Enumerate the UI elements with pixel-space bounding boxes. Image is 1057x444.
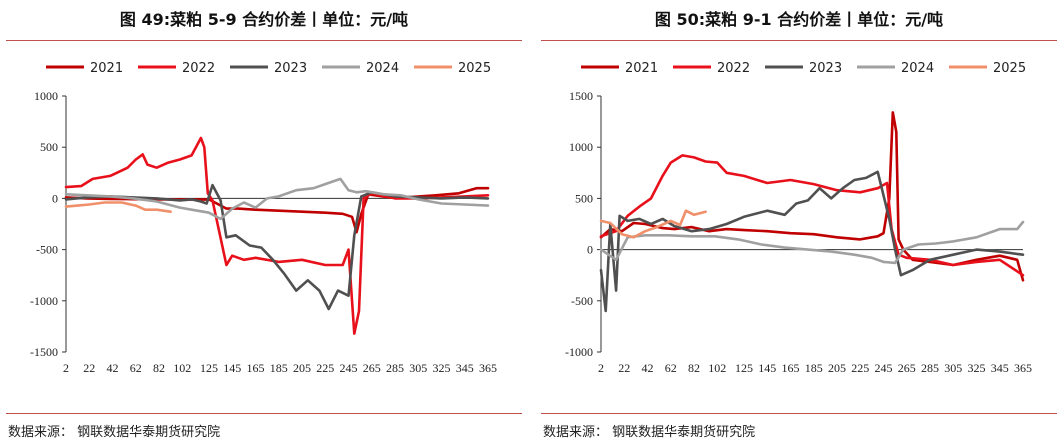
legend-label-2024: 2024 [901, 61, 934, 76]
x-tick-label: 345 [991, 361, 1009, 375]
x-tick-label: 145 [758, 361, 776, 375]
line-chart-9-1: 2021 2022 2023 2024 2025 1500 1000 500 0 -500 -100… [565, 61, 1032, 375]
x-tick-label: 165 [781, 361, 799, 375]
legend-label-2022: 2022 [182, 61, 215, 76]
x-tick-label: 2 [598, 361, 604, 375]
x-tick-label: 225 [851, 361, 869, 375]
series-line-2023 [599, 170, 1025, 313]
x-tick-label: 42 [107, 361, 119, 375]
chart-panel-right: 图 50:菜粕 9-1 合约价差丨单位：元/吨 2021 2022 2023 2024… [541, 0, 1057, 444]
series-line-2024 [599, 220, 1025, 265]
y-tick-label: -500 [36, 243, 58, 257]
chart-title-right: 图 50:菜粕 9-1 合约价差丨单位：元/吨 [654, 10, 944, 29]
x-tick-label: 42 [642, 361, 654, 375]
legend-label-2024: 2024 [366, 61, 399, 76]
x-tick-label: 245 [874, 361, 892, 375]
x-tick-label: 82 [688, 361, 700, 375]
x-tick-label: 62 [130, 361, 142, 375]
line-chart-5-9: 2021 2022 2023 2024 2025 1000 500 0 -500 -1000 -15… [30, 61, 497, 375]
y-tick-label: 1000 [569, 140, 593, 154]
y-tick-label: -1000 [30, 294, 58, 308]
legend: 2021 2022 2023 2024 2025 [46, 61, 491, 76]
y-tick-label: 1000 [34, 89, 58, 103]
series-line-2024 [64, 177, 490, 221]
legend-label-2025: 2025 [993, 61, 1026, 76]
x-tick-label: 62 [665, 361, 677, 375]
legend: 2021 2022 2023 2024 2025 [581, 61, 1026, 76]
x-tick-label: 2 [63, 361, 69, 375]
y-tick-label: -500 [571, 294, 593, 308]
legend-label-2021: 2021 [625, 61, 658, 76]
title-rule-left [6, 40, 522, 41]
series-line-2022 [599, 154, 1025, 277]
legend-label-2022: 2022 [717, 61, 750, 76]
x-tick-label: 102 [173, 361, 191, 375]
x-tick-label: 22 [83, 361, 95, 375]
chart-title-left: 图 49:菜粕 5-9 合约价差丨单位：元/吨 [119, 10, 409, 29]
chart-panel-left: 图 49:菜粕 5-9 合约价差丨单位：元/吨 2021 2022 2023 2024… [6, 0, 522, 444]
x-tick-label: 265 [363, 361, 381, 375]
y-tick-label: -1000 [565, 345, 593, 359]
source-note-left: 数据来源： 钢联数据华泰期货研究院 [8, 425, 221, 440]
x-tick-label: 325 [967, 361, 985, 375]
series-line-2025 [599, 209, 707, 239]
title-rule-right [541, 40, 1057, 41]
source-note-right: 数据来源： 钢联数据华泰期货研究院 [543, 425, 756, 440]
y-tick-label: 1500 [569, 89, 593, 103]
x-tick-label: 145 [223, 361, 241, 375]
x-tick-label: 365 [1014, 361, 1032, 375]
x-tick-label: 125 [200, 361, 218, 375]
x-tick-label: 165 [246, 361, 264, 375]
y-tick-label: 500 [575, 191, 593, 205]
x-tick-label: 365 [479, 361, 497, 375]
legend-label-2023: 2023 [274, 61, 307, 76]
x-tick-label: 185 [805, 361, 823, 375]
x-tick-label: 225 [316, 361, 334, 375]
x-tick-label: 205 [293, 361, 311, 375]
y-tick-label: -1500 [30, 345, 58, 359]
x-tick-label: 305 [409, 361, 427, 375]
x-tick-label: 82 [153, 361, 165, 375]
series-line-2022 [64, 136, 490, 335]
x-tick-label: 205 [828, 361, 846, 375]
x-tick-label: 345 [456, 361, 474, 375]
legend-label-2021: 2021 [90, 61, 123, 76]
series-line-2021 [64, 186, 490, 234]
series-line-2025 [64, 201, 172, 213]
x-tick-label: 22 [618, 361, 630, 375]
x-tick-label: 245 [339, 361, 357, 375]
x-tick-label: 265 [898, 361, 916, 375]
x-tick-label: 305 [944, 361, 962, 375]
x-tick-label: 125 [735, 361, 753, 375]
series-line-2021 [599, 111, 1025, 282]
x-tick-label: 285 [921, 361, 939, 375]
legend-label-2023: 2023 [809, 61, 842, 76]
source-rule-right [541, 413, 1057, 414]
legend-label-2025: 2025 [458, 61, 491, 76]
y-tick-label: 0 [587, 243, 593, 257]
x-tick-label: 325 [432, 361, 450, 375]
y-tick-label: 0 [52, 191, 58, 205]
source-rule-left [6, 413, 522, 414]
y-tick-label: 500 [40, 140, 58, 154]
x-tick-label: 102 [708, 361, 726, 375]
x-tick-label: 185 [270, 361, 288, 375]
x-tick-label: 285 [386, 361, 404, 375]
